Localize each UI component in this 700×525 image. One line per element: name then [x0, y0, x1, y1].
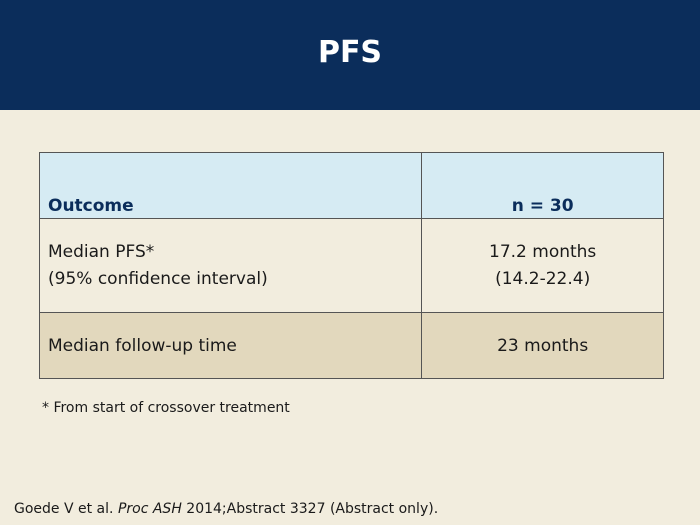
table-header-row: Outcome n = 30: [38, 152, 664, 219]
table-row: Median PFS* (95% confidence interval) 17…: [38, 218, 664, 313]
header-outcome: Outcome: [38, 152, 423, 219]
row-value-follow-up: 23 months: [421, 312, 664, 379]
label-line: Median PFS*: [48, 241, 155, 262]
citation-author: Goede V et al.: [14, 501, 118, 517]
value-line: (14.2-22.4): [495, 268, 591, 289]
citation-rest: 2014;Abstract 3327 (Abstract only).: [181, 501, 439, 517]
row-label-follow-up: Median follow-up time: [38, 312, 423, 379]
label-line: (95% confidence interval): [48, 268, 268, 289]
value-line: 17.2 months: [489, 241, 597, 262]
outcome-table: Outcome n = 30 Median PFS* (95% confiden…: [38, 152, 664, 379]
slide-title: PFS: [317, 34, 383, 70]
citation-journal: Proc ASH: [117, 501, 182, 517]
title-bar: PFS: [0, 0, 700, 110]
footnote: * From start of crossover treatment: [42, 400, 290, 416]
table-row: Median follow-up time 23 months: [38, 312, 664, 379]
header-n: n = 30: [421, 152, 664, 219]
row-value-median-pfs: 17.2 months (14.2-22.4): [421, 218, 664, 313]
label-line: Median follow-up time: [48, 335, 237, 356]
value-line: 23 months: [497, 335, 589, 356]
citation: Goede V et al. Proc ASH 2014;Abstract 33…: [14, 501, 438, 517]
row-label-median-pfs: Median PFS* (95% confidence interval): [38, 218, 423, 313]
